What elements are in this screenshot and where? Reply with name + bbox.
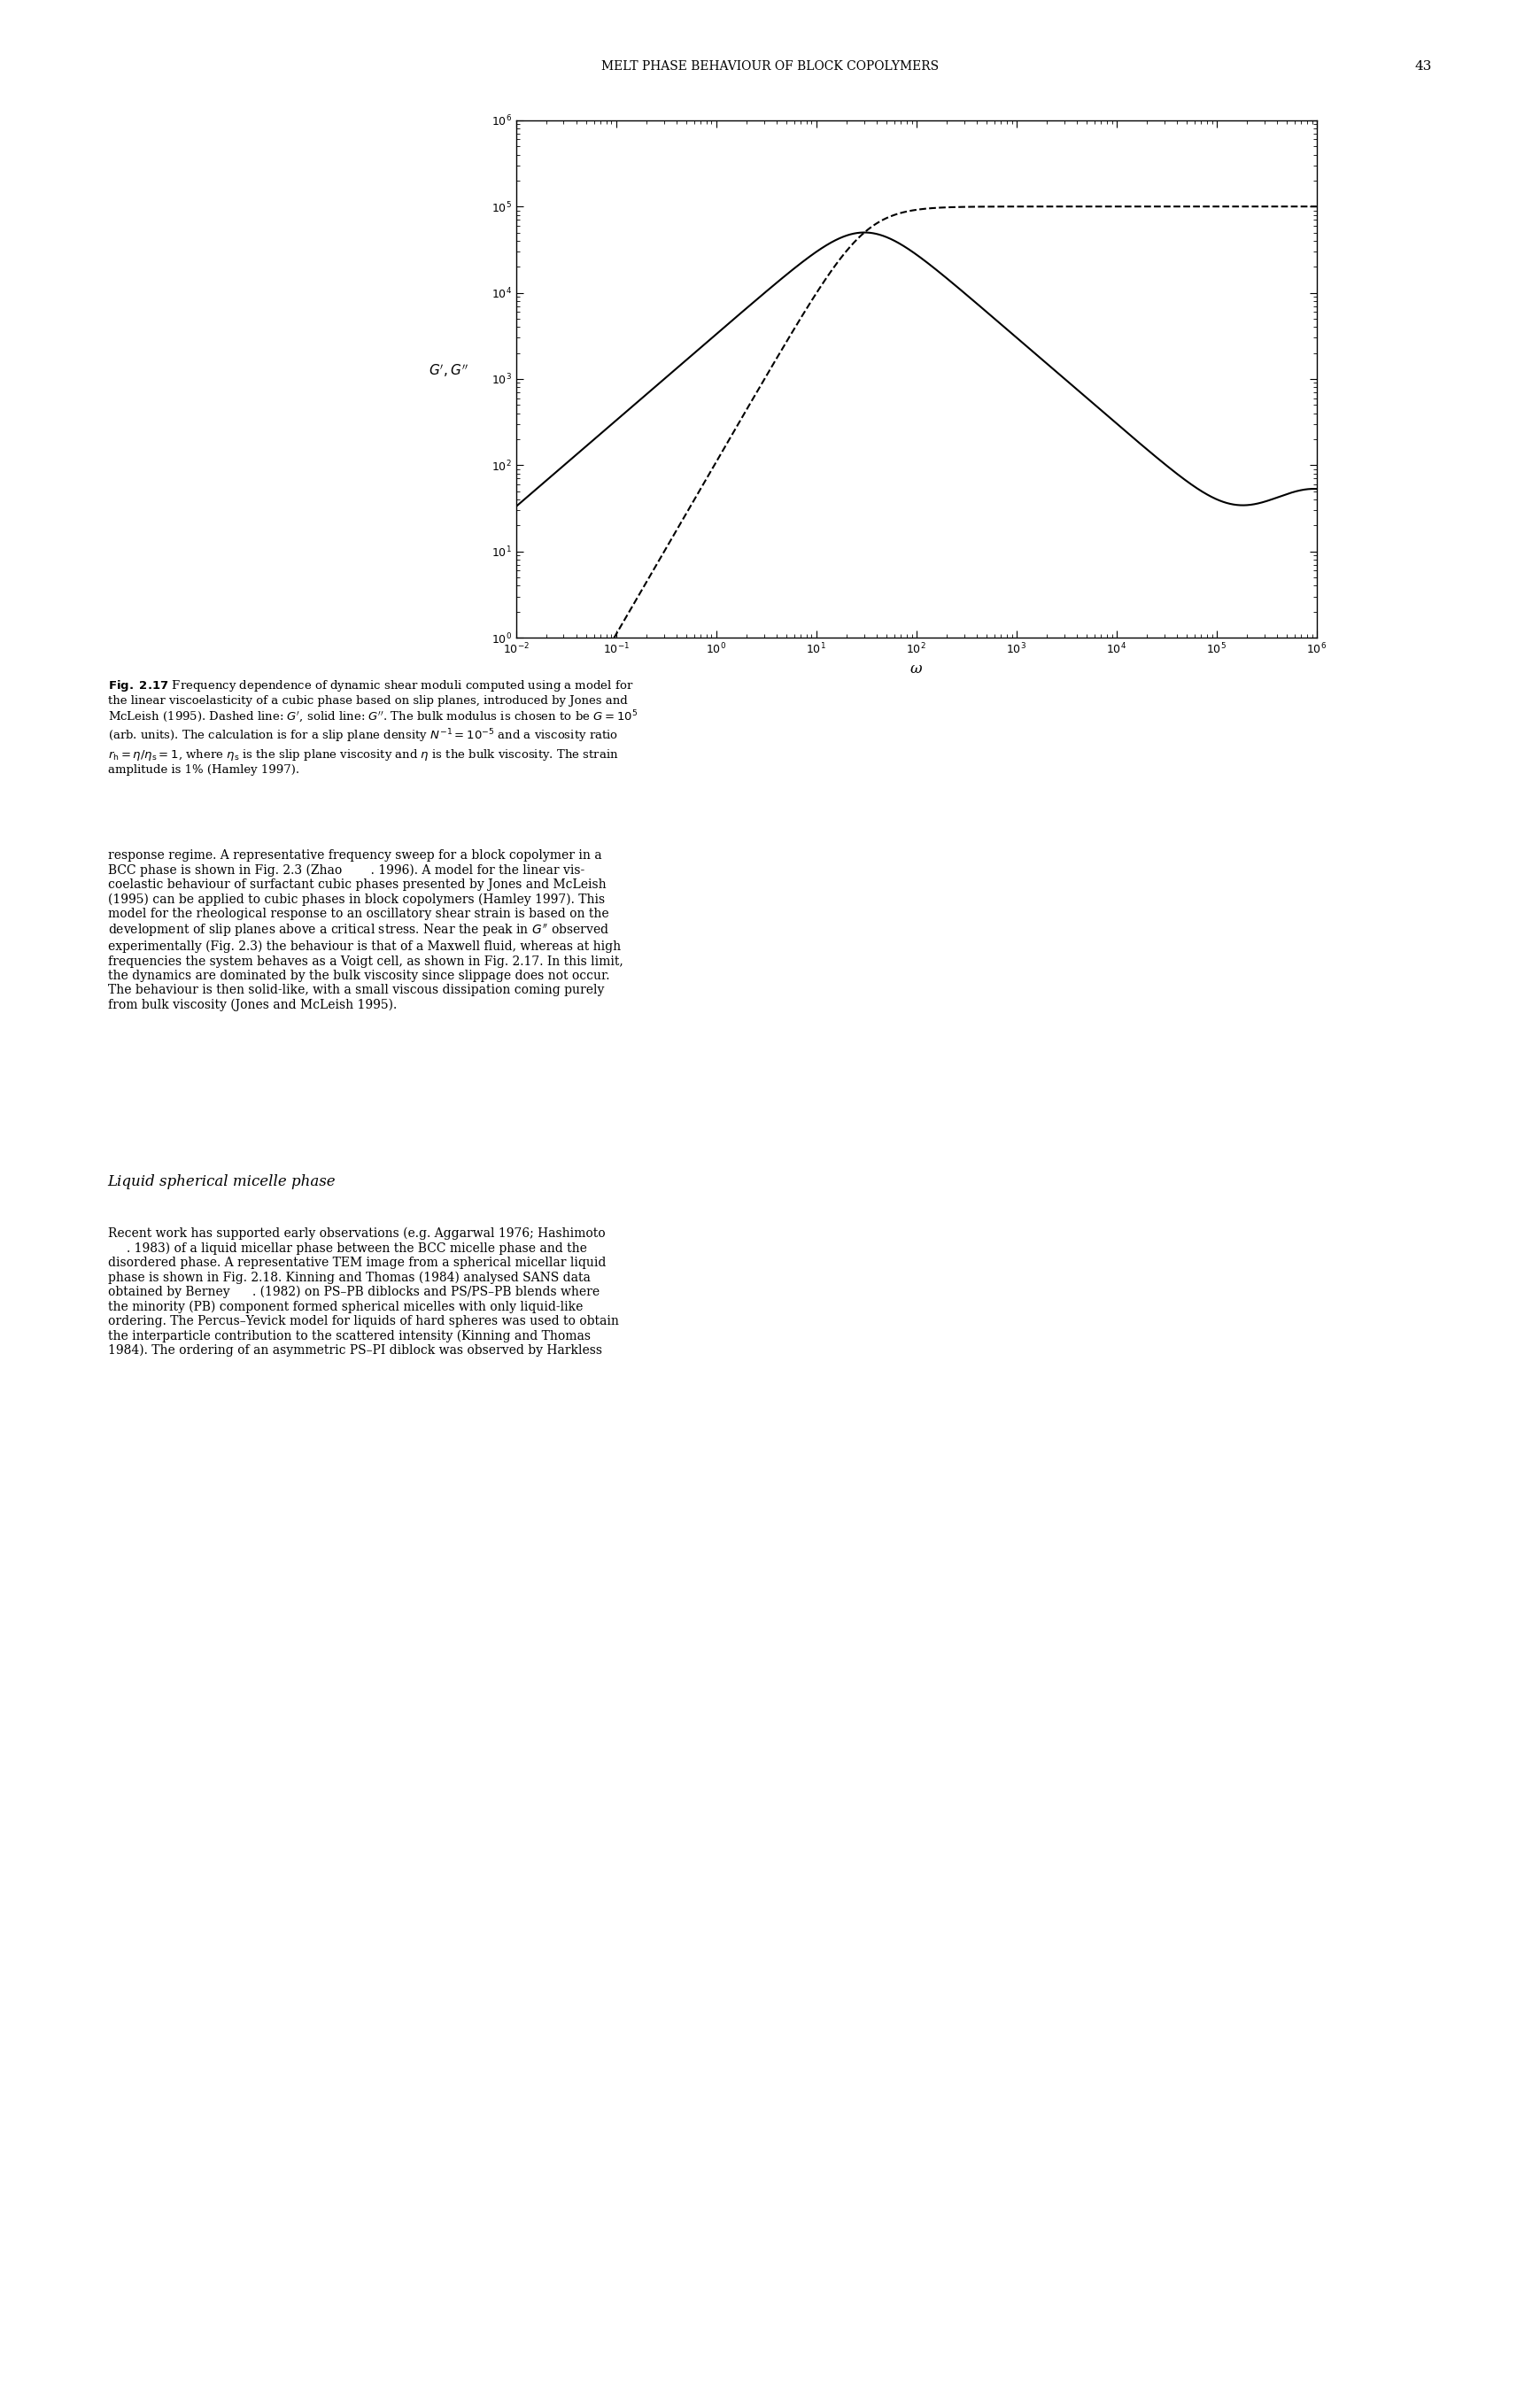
Text: Recent work has supported early observations (e.g. Aggarwal 1976; Hashimoto
   .: Recent work has supported early observat… (108, 1227, 619, 1357)
Text: 43: 43 (1415, 60, 1432, 72)
X-axis label: ω: ω (910, 662, 922, 676)
Text: MELT PHASE BEHAVIOUR OF BLOCK COPOLYMERS: MELT PHASE BEHAVIOUR OF BLOCK COPOLYMERS (601, 60, 939, 72)
Text: response regime. A representative frequency sweep for a block copolymer in a
BCC: response regime. A representative freque… (108, 849, 624, 1011)
Y-axis label: $G', G''$: $G', G''$ (428, 363, 468, 378)
Text: $\mathbf{Fig.\ 2.17}$ Frequency dependence of dynamic shear moduli computed usin: $\mathbf{Fig.\ 2.17}$ Frequency dependen… (108, 678, 638, 775)
Text: Liquid spherical micelle phase: Liquid spherical micelle phase (108, 1174, 336, 1189)
